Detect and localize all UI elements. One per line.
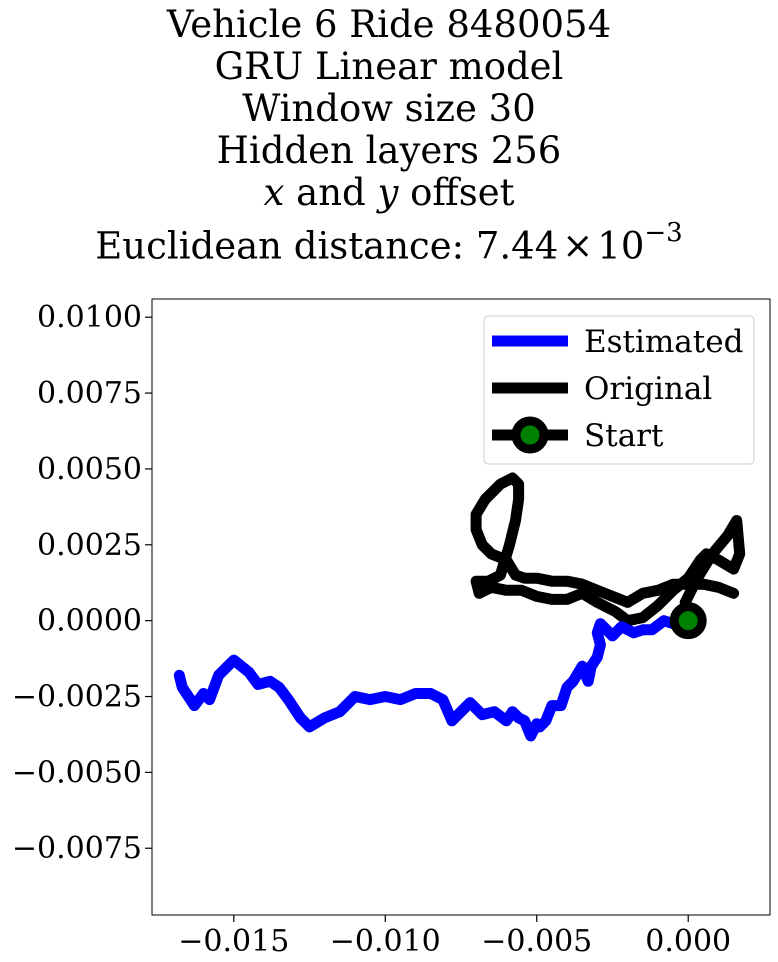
y-tick-label: 0.0100 <box>37 300 142 335</box>
y-tick-label: 0.0000 <box>37 604 142 639</box>
legend-box <box>483 315 755 465</box>
legend: Estimated Original Start <box>483 315 755 465</box>
title-line-1: Vehicle 6 Ride 8480054 <box>166 3 612 46</box>
series-line-original <box>470 472 746 627</box>
legend-label-original: Original <box>584 371 712 407</box>
axes-layer: −0.015 −0.010 −0.005 0.000 0.0100 0.0075 0.005… <box>12 298 771 959</box>
axes-frame <box>151 298 771 916</box>
series-line-estimated <box>173 615 694 742</box>
legend-label-estimated: Estimated <box>584 324 743 360</box>
title-x-symbol: x <box>263 171 285 214</box>
y-tick-label: −0.0075 <box>12 831 142 866</box>
distance-mantissa: 7.44 <box>475 224 559 268</box>
title-line-2: GRU Linear model <box>214 45 564 88</box>
y-tick-label: −0.0050 <box>12 755 142 790</box>
x-tick-label: 0.000 <box>645 924 731 959</box>
distance-base: 10 <box>597 224 645 268</box>
title-line-4: Hidden layers 256 <box>216 129 562 172</box>
y-tick-label: 0.0050 <box>37 452 142 487</box>
legend-label-start: Start <box>584 418 664 454</box>
x-tick-label: −0.005 <box>481 924 592 959</box>
x-tick-label: −0.015 <box>178 924 289 959</box>
legend-start-marker <box>511 416 549 454</box>
title-line-5: x and y offset <box>0 173 778 213</box>
start-marker <box>669 602 707 640</box>
title-line-3: Window size 30 <box>242 87 536 130</box>
title-and-word: and <box>296 171 366 214</box>
series-layer <box>173 472 746 742</box>
y-tick-label: −0.0025 <box>12 680 142 715</box>
title-offset-word: offset <box>410 171 515 214</box>
distance-exponent: −3 <box>644 218 683 248</box>
x-tick-label: −0.010 <box>330 924 441 959</box>
title-line-6: Euclidean distance: 7.44 × 10−3 <box>0 217 778 266</box>
y-tick-label: 0.0075 <box>37 376 142 411</box>
y-tick-label: 0.0025 <box>37 528 142 563</box>
distance-times: × <box>562 224 594 268</box>
distance-prefix: Euclidean distance: <box>95 224 476 268</box>
title-y-symbol: y <box>377 171 399 214</box>
